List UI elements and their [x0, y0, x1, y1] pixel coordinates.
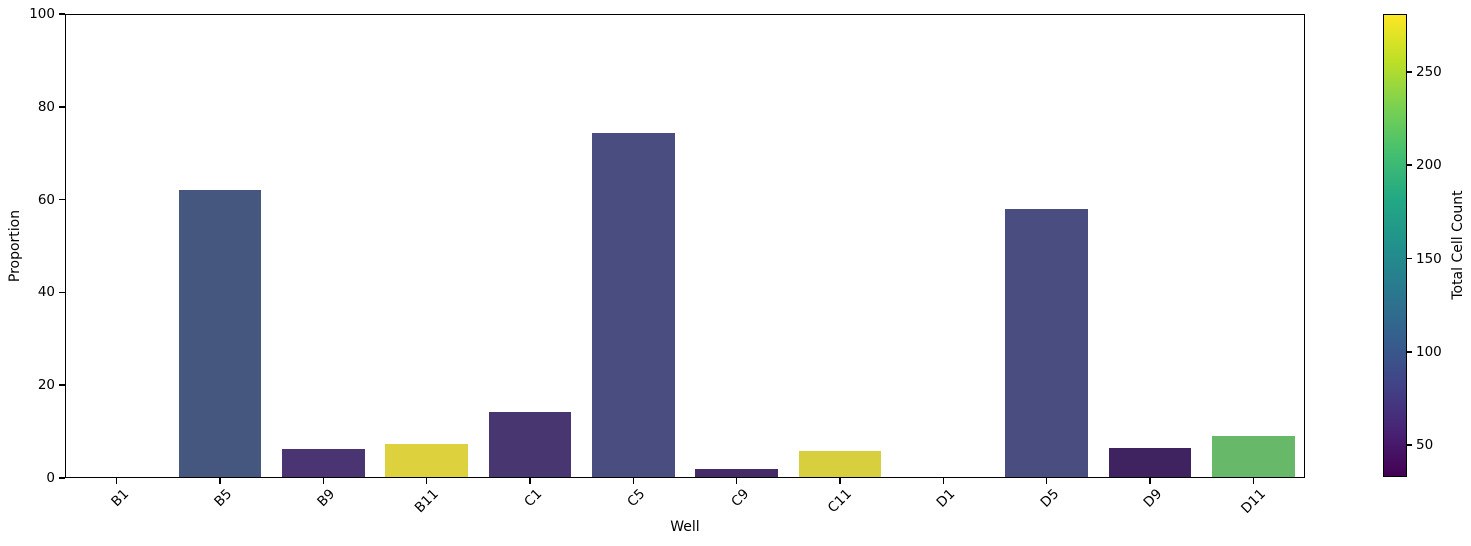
colorbar	[1383, 14, 1407, 477]
colorbar-label: Total Cell Count	[1450, 190, 1466, 300]
x-tick-label-D11: D11	[1237, 486, 1269, 517]
x-tick-mark	[219, 478, 221, 484]
x-tick-label-C5: C5	[624, 486, 649, 511]
plot-area	[65, 14, 1305, 478]
bar-B11	[385, 444, 468, 478]
x-tick-label-B5: B5	[211, 486, 236, 510]
y-tick-label: 80	[37, 98, 55, 115]
bar-B9	[282, 449, 365, 478]
bar-D5	[1005, 208, 1088, 478]
x-tick-label-B11: B11	[411, 486, 442, 517]
colorbar-tick-mark	[1407, 71, 1412, 73]
x-tick-label-C11: C11	[825, 486, 856, 517]
colorbar-tick-mark	[1407, 351, 1412, 353]
colorbar-tick-label: 150	[1416, 250, 1442, 267]
y-tick-label: 60	[37, 191, 55, 208]
y-tick-mark	[59, 477, 65, 479]
bar-B5	[178, 190, 262, 478]
bar-D11	[1212, 436, 1295, 478]
x-tick-mark	[735, 478, 738, 484]
colorbar-tick-label: 50	[1416, 437, 1434, 454]
x-tick-mark	[632, 478, 635, 484]
bar-C11	[798, 450, 882, 478]
y-tick-label: 20	[37, 377, 55, 394]
x-tick-mark	[1252, 478, 1255, 484]
y-tick-label: 100	[29, 5, 55, 22]
colorbar-tick-mark	[1407, 444, 1412, 447]
x-tick-label-C9: C9	[727, 486, 752, 511]
x-tick-label-D5: D5	[1037, 486, 1062, 511]
y-tick-mark	[59, 384, 65, 386]
x-tick-label-B9: B9	[314, 486, 339, 510]
colorbar-tick-mark	[1407, 257, 1412, 260]
colorbar-tick-label: 100	[1416, 343, 1442, 360]
x-tick-label-B1: B1	[108, 486, 132, 510]
x-tick-mark	[322, 478, 325, 484]
bar-C9	[695, 469, 778, 478]
x-tick-mark	[942, 478, 945, 484]
bar-C1	[488, 412, 572, 478]
colorbar-tick-label: 200	[1416, 157, 1442, 174]
x-tick-mark	[529, 478, 531, 484]
y-tick-mark	[59, 291, 65, 294]
y-axis-label: Proportion	[7, 209, 23, 283]
colorbar-tick-label: 250	[1416, 63, 1442, 80]
x-tick-label-D9: D9	[1140, 486, 1166, 511]
bar-D9	[1108, 447, 1192, 478]
x-tick-mark	[115, 478, 118, 484]
y-tick-mark	[59, 106, 65, 108]
y-tick-mark	[59, 198, 65, 201]
x-tick-mark	[1149, 478, 1151, 484]
x-tick-mark	[1045, 478, 1048, 484]
x-axis-label: Well	[670, 519, 700, 535]
y-tick-label: 40	[37, 284, 55, 301]
x-tick-mark	[839, 478, 841, 484]
colorbar-tick-mark	[1407, 164, 1412, 166]
y-tick-mark	[59, 13, 65, 15]
x-tick-label-D1: D1	[933, 486, 959, 511]
x-tick-label-C1: C1	[521, 486, 546, 511]
x-tick-mark	[425, 478, 428, 484]
y-tick-label: 0	[46, 469, 55, 486]
bar-C5	[592, 133, 675, 478]
